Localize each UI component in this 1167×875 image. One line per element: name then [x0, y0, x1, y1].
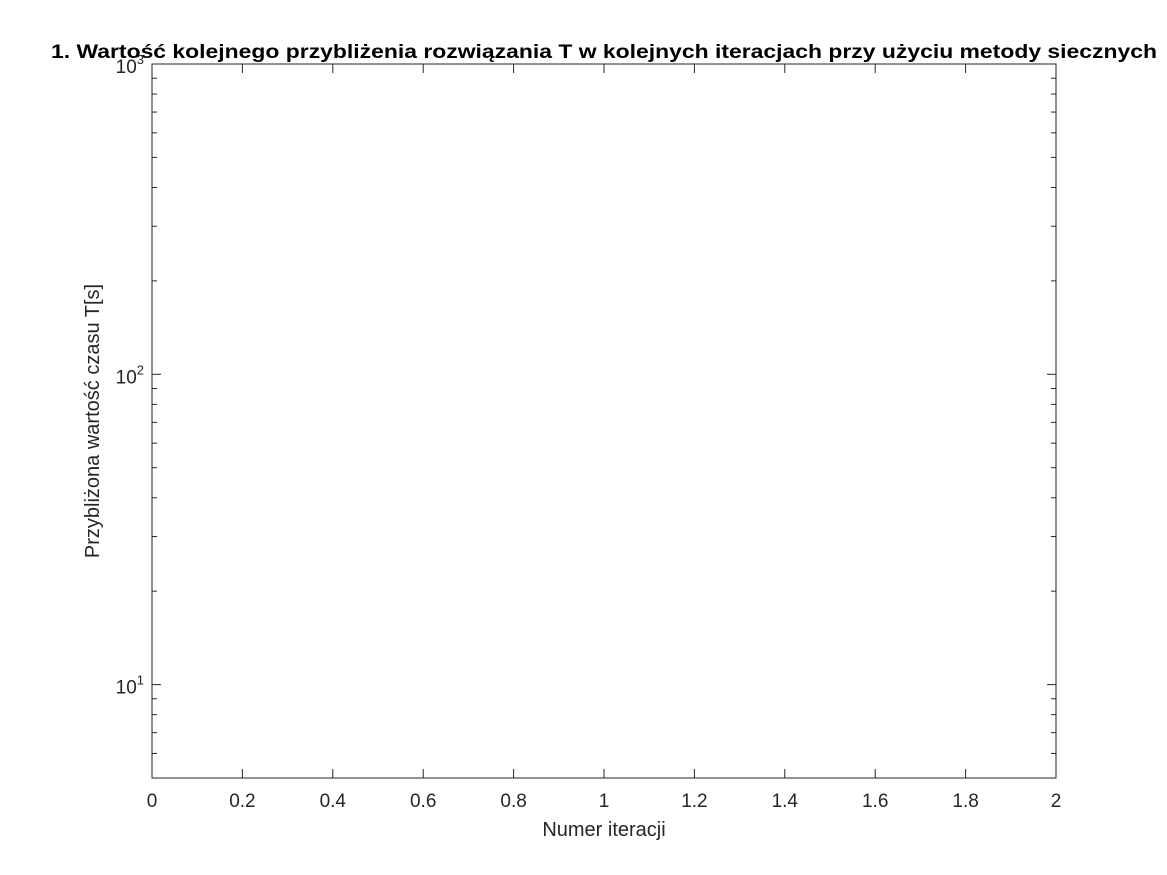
y-tick-label: 101: [116, 673, 144, 699]
x-axis-ticks: [151, 64, 1057, 778]
x-tick-label: 0.6: [410, 791, 436, 812]
y-axis-label: Przybliżona wartość czasu T[s]: [82, 284, 104, 558]
x-tick-label: 1.4: [772, 791, 799, 812]
plot-area: [151, 63, 1057, 779]
x-tick-label: 1.8: [952, 791, 978, 812]
x-tick-label: 0: [147, 791, 158, 812]
x-axis-label: Numer iteracji: [542, 819, 665, 841]
y-tick-label: 103: [116, 52, 144, 78]
y-axis-tick-labels: 103 102 101: [116, 52, 144, 699]
x-tick-label: 0.8: [500, 791, 526, 812]
x-tick-label: 1.6: [862, 791, 888, 812]
x-tick-label: 1.2: [681, 791, 707, 812]
x-tick-label: 1: [599, 791, 610, 812]
x-tick-label: 0.4: [320, 791, 347, 812]
y-axis-ticks: [152, 77, 1056, 779]
chart-title: 1. Wartość kolejnego przybliżenia rozwią…: [51, 42, 1157, 63]
x-tick-label: 0.2: [229, 791, 255, 812]
y-tick-label: 102: [116, 362, 144, 388]
x-tick-label: 2: [1051, 791, 1062, 812]
x-axis-tick-labels: 0 0.2 0.4 0.6 0.8 1 1.2 1.4 1.6 1.8 2: [147, 791, 1062, 812]
